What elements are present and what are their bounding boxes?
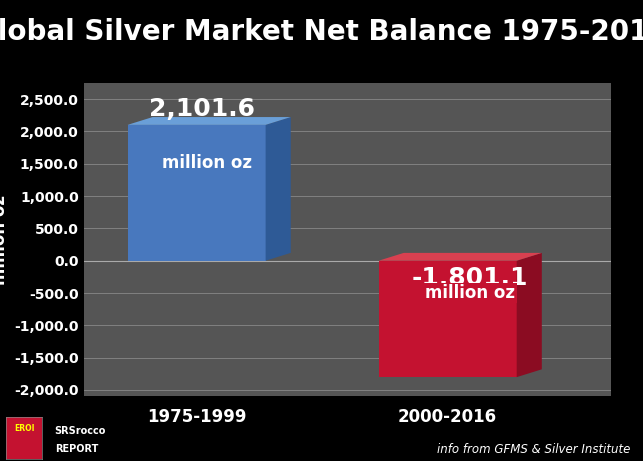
Polygon shape: [379, 253, 542, 261]
Text: -1,801.1: -1,801.1: [412, 266, 529, 290]
Text: Global Silver Market Net Balance 1975-2016: Global Silver Market Net Balance 1975-20…: [0, 18, 643, 47]
Polygon shape: [379, 261, 517, 377]
Text: SRSrocco: SRSrocco: [55, 426, 106, 436]
Text: million oz: million oz: [425, 284, 515, 302]
Polygon shape: [266, 117, 291, 261]
Text: EROI: EROI: [14, 424, 34, 433]
Y-axis label: million oz: million oz: [0, 195, 8, 285]
Polygon shape: [127, 125, 266, 261]
Text: REPORT: REPORT: [55, 444, 98, 454]
Text: million oz: million oz: [161, 154, 251, 172]
Text: 2,101.6: 2,101.6: [149, 97, 255, 121]
Polygon shape: [517, 253, 542, 377]
Polygon shape: [127, 117, 291, 125]
Text: info from GFMS & Silver Institute: info from GFMS & Silver Institute: [437, 443, 630, 456]
